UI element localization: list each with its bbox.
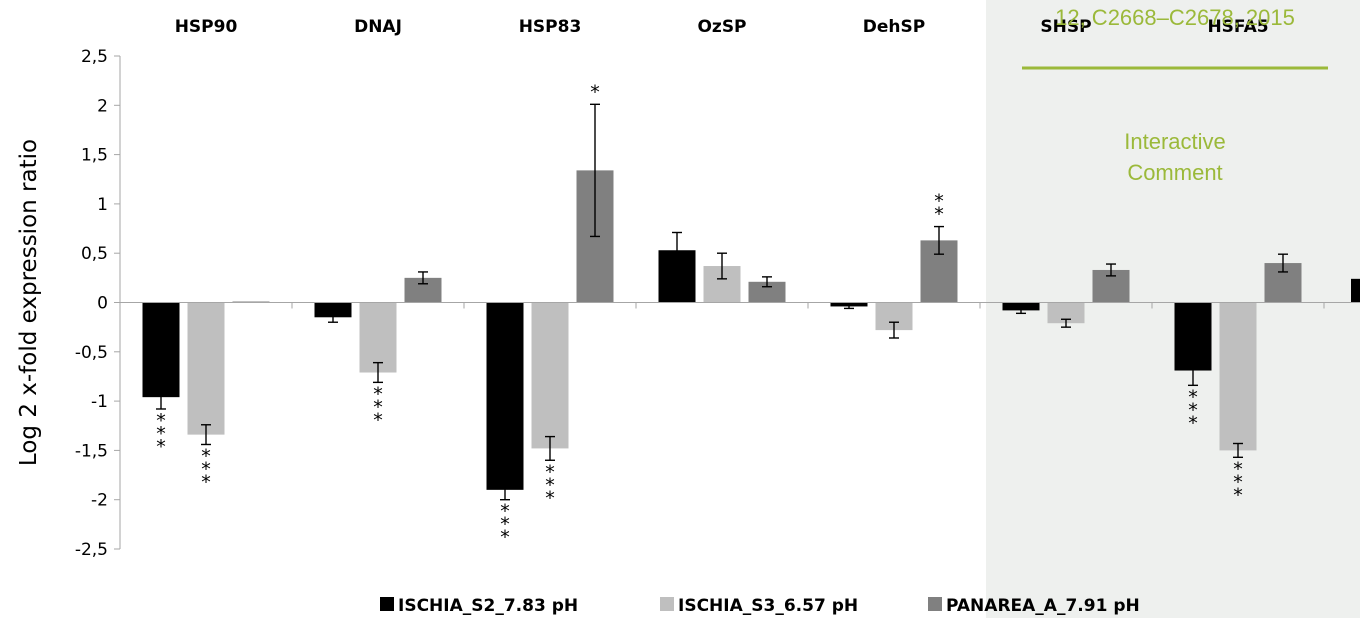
y-tick-label: 1 (97, 195, 108, 215)
bar (531, 302, 569, 449)
y-tick-label: 0,5 (81, 244, 108, 264)
legend-swatch (928, 597, 942, 611)
y-tick-label: -2 (91, 491, 108, 511)
y-axis-title: Log 2 x-fold expression ratio (16, 139, 42, 466)
y-tick-label: -0,5 (75, 343, 108, 363)
significance-stars: * * * (1188, 386, 1198, 434)
bar (142, 302, 180, 398)
interactive-comment-panel (986, 0, 1360, 618)
legend-label: ISCHIA_S3_6.57 pH (678, 596, 858, 616)
y-tick-label: -1 (91, 392, 108, 412)
category-label: DNAJ (354, 17, 402, 37)
bar (1002, 302, 1040, 311)
significance-stars: * * * (201, 445, 211, 493)
category-label: HSFA5 (1207, 17, 1268, 37)
bar (359, 302, 397, 373)
y-tick-label: 1,5 (81, 146, 108, 166)
legend-label: PANAREA_A_7.91 pH (946, 596, 1140, 616)
significance-stars: * * * (500, 501, 510, 549)
y-tick-label: -2,5 (75, 540, 108, 560)
significance-stars: * (590, 81, 600, 103)
bar (748, 281, 786, 303)
bar (187, 302, 225, 435)
y-tick-label: 0 (97, 294, 108, 314)
bar (314, 302, 352, 318)
category-label: OzSP (697, 17, 746, 37)
interactive-comment-line2[interactable]: Comment (1127, 160, 1222, 185)
legend-swatch (660, 597, 674, 611)
category-label: HSP90 (175, 17, 238, 37)
significance-stars: * * (934, 191, 944, 226)
significance-stars: * * * (545, 461, 555, 509)
interactive-comment-line1[interactable]: Interactive (1124, 129, 1226, 154)
significance-stars: * * * (373, 383, 383, 431)
significance-stars: * * * (1233, 458, 1243, 506)
legend-swatch (380, 597, 394, 611)
y-tick-label: 2,5 (81, 47, 108, 67)
legend-label: ISCHIA_S2_7.83 pH (398, 596, 578, 616)
category-label: DehSP (863, 17, 925, 37)
category-label: HSP83 (519, 17, 582, 37)
bar (1047, 302, 1085, 324)
bar (1219, 302, 1257, 451)
header-reference-text: 12, C2668–C2678, 2015 (1055, 5, 1295, 30)
significance-stars: * * * (156, 410, 166, 458)
bar (486, 302, 524, 490)
y-tick-label: 2 (97, 96, 108, 116)
y-tick-label: -1,5 (75, 441, 108, 461)
bar-partial (1351, 278, 1360, 303)
category-label: SHSP (1040, 17, 1091, 37)
